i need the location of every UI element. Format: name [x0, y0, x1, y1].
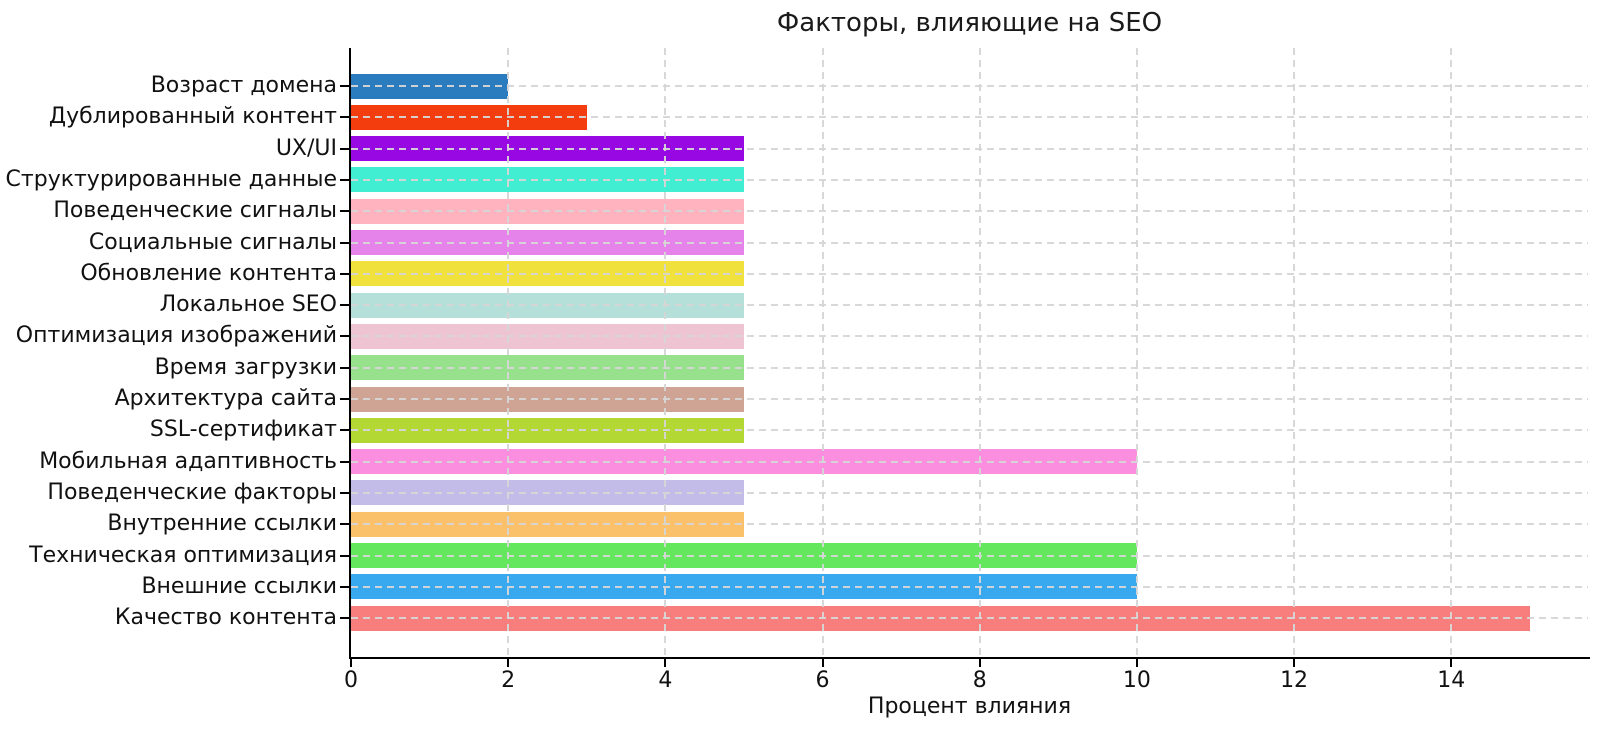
- grid-line-y-1: [351, 116, 1588, 119]
- y-tick-label-8: Оптимизация изображений: [15, 323, 337, 349]
- y-tick-mark-3: [340, 178, 349, 181]
- grid-line-x-10: [1135, 48, 1138, 657]
- x-tick-mark-12: [1293, 659, 1296, 667]
- x-tick-label-8: 8: [972, 668, 987, 693]
- y-tick-mark-2: [340, 147, 349, 150]
- chart-title: Факторы, влияющие на SEO: [776, 8, 1163, 38]
- grid-line-y-9: [351, 366, 1588, 369]
- grid-line-y-4: [351, 210, 1588, 213]
- y-tick-label-7: Локальное SEO: [159, 292, 337, 318]
- x-axis-spine: [349, 657, 1590, 659]
- grid-line-y-14: [351, 523, 1588, 526]
- y-tick-mark-16: [340, 585, 349, 588]
- x-tick-mark-2: [507, 659, 510, 667]
- x-tick-label-0: 0: [344, 668, 358, 693]
- x-tick-mark-4: [664, 659, 667, 667]
- y-tick-mark-11: [340, 429, 349, 432]
- grid-line-y-8: [351, 335, 1588, 338]
- grid-line-y-16: [351, 585, 1588, 588]
- grid-line-y-6: [351, 272, 1588, 275]
- x-tick-mark-10: [1135, 659, 1138, 667]
- grid-line-x-8: [978, 48, 981, 657]
- x-tick-label-12: 12: [1280, 668, 1309, 693]
- grid-line-x-6: [821, 48, 824, 657]
- y-tick-mark-17: [340, 617, 349, 620]
- y-tick-mark-10: [340, 398, 349, 400]
- y-tick-mark-15: [340, 554, 349, 557]
- y-tick-label-16: Внешние ссылки: [141, 573, 337, 599]
- grid-line-x-2: [507, 48, 510, 657]
- grid-line-x-14: [1450, 48, 1453, 657]
- y-tick-label-17: Качество контента: [114, 605, 337, 631]
- grid-line-y-7: [351, 304, 1588, 307]
- y-tick-mark-13: [340, 491, 349, 494]
- grid-line-y-11: [351, 429, 1588, 432]
- grid-line-y-0: [351, 85, 1588, 87]
- grid-line-y-15: [351, 554, 1588, 557]
- y-tick-mark-14: [340, 523, 349, 526]
- y-tick-label-11: SSL-сертификат: [149, 417, 337, 443]
- y-tick-label-9: Время загрузки: [154, 354, 337, 380]
- y-tick-mark-12: [340, 460, 349, 463]
- y-tick-mark-7: [340, 304, 349, 307]
- x-tick-label-10: 10: [1122, 668, 1151, 693]
- grid-line-y-13: [351, 491, 1588, 494]
- y-tick-mark-5: [340, 241, 349, 244]
- y-tick-label-12: Мобильная адаптивность: [39, 448, 337, 474]
- x-tick-label-6: 6: [815, 668, 830, 693]
- y-tick-mark-4: [340, 210, 349, 213]
- y-tick-label-13: Поведенческие факторы: [47, 479, 337, 505]
- x-tick-label-2: 2: [501, 668, 516, 693]
- x-axis-title: Процент влияния: [867, 694, 1072, 719]
- y-tick-label-1: Дублированный контент: [48, 104, 337, 130]
- grid-line-x-12: [1293, 48, 1296, 657]
- x-tick-mark-6: [821, 659, 824, 667]
- y-tick-label-2: UX/UI: [275, 135, 337, 161]
- grid-line-y-3: [351, 178, 1588, 181]
- y-tick-label-15: Техническая оптимизация: [29, 542, 337, 568]
- y-tick-label-4: Поведенческие сигналы: [53, 198, 337, 224]
- y-tick-label-0: Возраст домена: [150, 73, 337, 98]
- grid-line-x-4: [664, 48, 667, 657]
- y-tick-label-10: Архитектура сайта: [114, 386, 337, 411]
- grid-line-y-5: [351, 241, 1588, 244]
- y-tick-label-14: Внутренние ссылки: [107, 511, 337, 537]
- x-tick-mark-8: [978, 659, 981, 667]
- y-tick-mark-9: [340, 366, 349, 369]
- y-tick-label-6: Обновление контента: [80, 260, 337, 286]
- y-tick-mark-1: [340, 116, 349, 119]
- grid-line-y-2: [351, 147, 1588, 150]
- y-tick-label-5: Социальные сигналы: [88, 229, 337, 255]
- y-axis-spine: [349, 48, 351, 659]
- grid-line-y-17: [351, 617, 1588, 620]
- grid-line-y-10: [351, 398, 1588, 400]
- y-tick-mark-8: [340, 335, 349, 338]
- y-tick-mark-0: [340, 85, 349, 87]
- y-tick-mark-6: [340, 272, 349, 275]
- plot-area: [351, 48, 1588, 657]
- x-tick-mark-14: [1450, 659, 1453, 667]
- x-tick-label-4: 4: [658, 668, 673, 693]
- x-tick-mark-0: [350, 659, 352, 667]
- x-tick-label-14: 14: [1437, 668, 1466, 693]
- y-tick-label-3: Структурированные данные: [5, 166, 337, 192]
- grid-line-y-12: [351, 460, 1588, 463]
